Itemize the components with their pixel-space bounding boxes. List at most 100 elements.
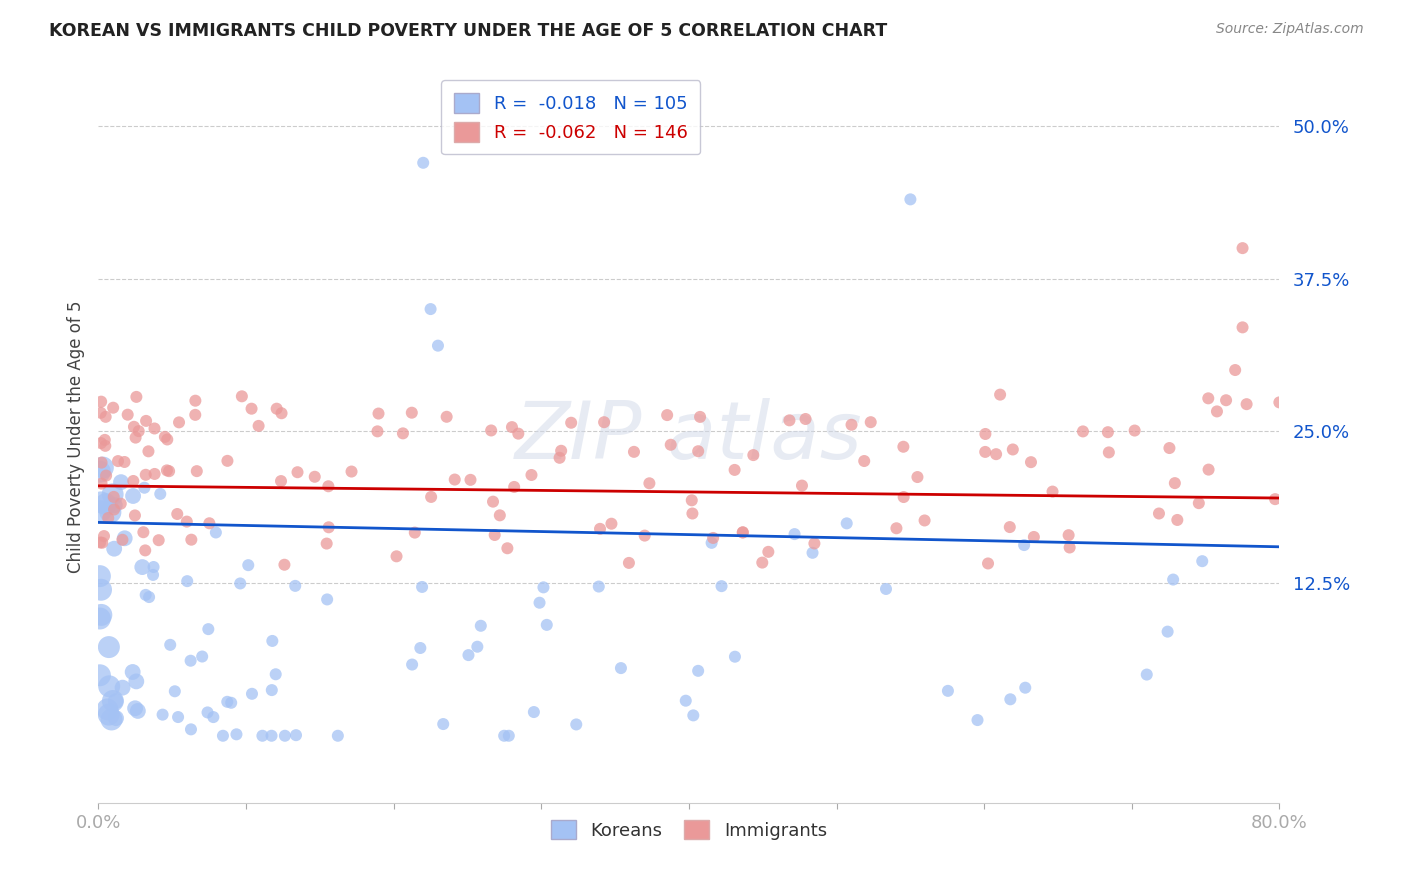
Point: [401, 406, 423, 420]
Point: [498, 729, 520, 743]
Point: [135, 467, 157, 482]
Point: [392, 426, 415, 441]
Point: [1000, 692, 1022, 706]
Point: [520, 467, 543, 482]
Point: [794, 412, 817, 426]
Point: [96, 702, 118, 716]
Point: [366, 425, 388, 439]
Point: [1098, 445, 1121, 459]
Point: [778, 413, 800, 427]
Point: [94, 468, 117, 483]
Point: [751, 556, 773, 570]
Point: [1225, 363, 1247, 377]
Point: [600, 516, 623, 531]
Point: [217, 454, 239, 468]
Point: [617, 556, 640, 570]
Point: [482, 494, 505, 508]
Point: [264, 667, 287, 681]
Point: [533, 580, 555, 594]
Point: [742, 448, 765, 462]
Point: [103, 490, 125, 504]
Point: [432, 717, 454, 731]
Point: [117, 408, 139, 422]
Point: [689, 409, 711, 424]
Point: [93, 529, 115, 543]
Point: [1232, 241, 1254, 255]
Point: [131, 560, 153, 574]
Point: [893, 490, 915, 504]
Point: [681, 507, 703, 521]
Point: [101, 401, 124, 415]
Point: [1191, 554, 1213, 568]
Point: [128, 424, 150, 438]
Point: [315, 536, 337, 550]
Point: [318, 479, 340, 493]
Point: [523, 705, 546, 719]
Point: [217, 695, 239, 709]
Point: [974, 445, 997, 459]
Point: [90, 504, 112, 518]
Point: [163, 684, 186, 698]
Point: [479, 424, 502, 438]
Point: [316, 592, 339, 607]
Point: [702, 531, 724, 545]
Point: [1012, 538, 1035, 552]
Point: [176, 574, 198, 589]
Point: [135, 588, 157, 602]
Point: [1215, 393, 1237, 408]
Point: [94, 409, 117, 424]
Point: [107, 454, 129, 468]
Point: [91, 535, 114, 549]
Point: [710, 579, 733, 593]
Point: [152, 707, 174, 722]
Point: [167, 710, 190, 724]
Point: [138, 444, 160, 458]
Point: [184, 393, 207, 408]
Point: [1097, 425, 1119, 440]
Point: [436, 409, 458, 424]
Point: [90, 607, 112, 622]
Point: [90, 582, 112, 597]
Point: [103, 541, 125, 556]
Point: [1198, 462, 1220, 476]
Point: [401, 657, 423, 672]
Point: [501, 420, 523, 434]
Point: [157, 464, 180, 478]
Point: [783, 527, 806, 541]
Point: [875, 582, 897, 596]
Point: [893, 440, 915, 454]
Point: [262, 634, 284, 648]
Point: [110, 497, 132, 511]
Point: [529, 596, 551, 610]
Point: [94, 433, 117, 447]
Point: [1264, 492, 1286, 507]
Point: [176, 515, 198, 529]
Point: [124, 508, 146, 523]
Point: [503, 480, 526, 494]
Point: [89, 535, 111, 549]
Point: [460, 473, 482, 487]
Point: [149, 487, 172, 501]
Point: [240, 687, 263, 701]
Point: [125, 674, 148, 689]
Point: [252, 729, 274, 743]
Point: [420, 490, 443, 504]
Point: [1197, 392, 1219, 406]
Point: [110, 475, 132, 490]
Point: [114, 455, 136, 469]
Point: [841, 417, 863, 432]
Point: [681, 493, 703, 508]
Point: [143, 467, 166, 481]
Point: [1022, 530, 1045, 544]
Point: [231, 389, 253, 403]
Point: [914, 513, 936, 527]
Point: [610, 661, 633, 675]
Point: [90, 476, 112, 491]
Point: [560, 416, 582, 430]
Point: [197, 622, 219, 636]
Point: [284, 579, 307, 593]
Point: [1042, 484, 1064, 499]
Point: [90, 406, 112, 420]
Point: [508, 426, 530, 441]
Point: [287, 465, 309, 479]
